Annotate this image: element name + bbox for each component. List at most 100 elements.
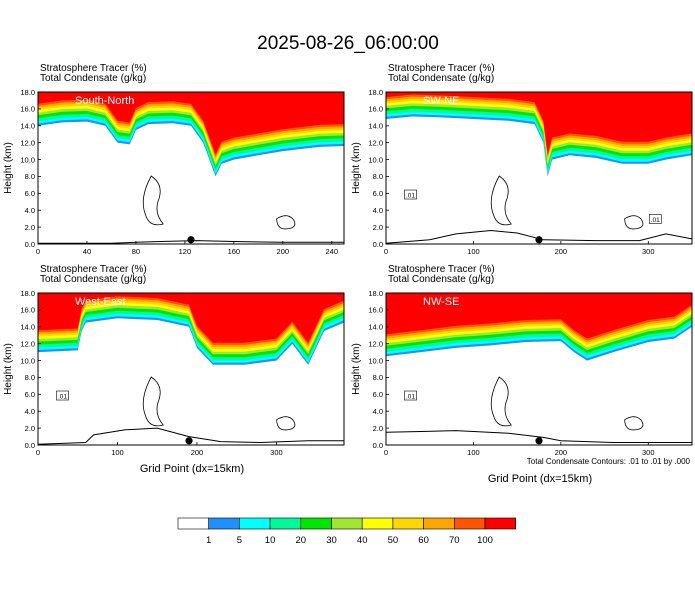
panel-sw-ne: .01 .01 SW-NE 0.0 2.0 4.0 6.0 8.0 10.0 12.0 14.0 16… [351,88,693,256]
condensate-contour [624,416,644,431]
contour-label: .01 [406,193,415,200]
condensate-contour [142,376,164,427]
colorbar-swatch [331,517,363,530]
panel-west-east: .01 West-East 0.0 2.0 4.0 6.0 8.0 10.0 12.0 14.0 1… [3,289,345,457]
y-tick-label: 10.0 [368,356,383,365]
panel-name: South-North [75,95,134,107]
tracer-band-100 [38,92,344,155]
y-tick-label: 4.0 [373,407,383,416]
x-tick-label: 100 [111,448,124,457]
y-tick-label: 0.0 [25,240,35,249]
tracer-band-100 [386,92,692,155]
y-tick-label: 14.0 [20,323,35,332]
x-tick-label: 0 [36,247,40,256]
y-tick-label: 12.0 [368,138,383,147]
panel-header-line1: Stratosphere Tracer (%) [388,264,495,275]
y-tick-label: 0.0 [25,441,35,450]
contour-label: .01 [651,217,660,224]
x-tick-label: 300 [642,448,655,457]
x-tick-label: 0 [384,247,388,256]
x-tick-label: 200 [555,448,568,457]
y-tick-label: 18.0 [20,88,35,97]
location-marker [185,437,193,445]
y-tick-label: 16.0 [20,105,35,114]
colorbar-swatch [269,517,302,530]
colorbar-label: 10 [265,535,276,546]
x-tick-label: 160 [228,247,241,256]
panel-header-line2: Total Condensate (g/kg) [40,274,146,285]
y-tick-label: 14.0 [368,122,383,131]
y-tick-label: 16.0 [368,306,383,315]
panel-header-line2: Total Condensate (g/kg) [388,274,494,285]
x-axis-label-right: Grid Point (dx=15km) [488,473,592,485]
colorbar: 1 5 10 20 30 40 50 60 70 100 [177,517,517,546]
y-tick-label: 6.0 [373,390,383,399]
y-tick-label: 12.0 [20,339,35,348]
y-tick-label: 6.0 [25,390,35,399]
y-tick-label: 18.0 [20,289,35,298]
panel-header-line2: Total Condensate (g/kg) [388,73,494,84]
plot-frame [385,91,693,245]
location-marker [535,236,543,244]
colorbar-swatch [423,517,455,530]
x-tick-label: 100 [467,247,480,256]
y-tick-label: 8.0 [25,373,35,382]
location-marker [187,236,195,244]
terrain-line [38,427,344,445]
panel-header-line1: Stratosphere Tracer (%) [388,63,495,74]
plot-frame [385,292,693,446]
panel-name: West-East [75,296,126,308]
colorbar-label: 5 [237,535,242,546]
y-tick-label: 8.0 [373,172,383,181]
panels-layer: South-North 0.0 2.0 4.0 6.0 8.0 10.0 12.0 14.0 16… [3,88,693,457]
y-tick-label: 10.0 [368,155,383,164]
colorbar-swatch [300,517,332,530]
y-tick-label: 0.0 [373,441,383,450]
y-tick-label: 14.0 [368,323,383,332]
colorbar-label: 20 [296,535,307,546]
y-tick-label: 4.0 [25,206,35,215]
colorbar-swatch [453,517,486,530]
condensate-contour [490,175,512,226]
contour-label-box [56,390,69,401]
figure-title: 2025-08-26_06:00:00 [257,33,439,54]
colorbar-swatch [361,517,394,530]
y-tick-label: 10.0 [20,155,35,164]
panel-south-north: South-North 0.0 2.0 4.0 6.0 8.0 10.0 12.0 14.0 16… [3,88,345,256]
colorbar-label: 40 [357,535,368,546]
contour-label: .01 [406,394,415,401]
condensate-contour [624,215,644,230]
y-tick-label: 16.0 [20,306,35,315]
panel-header-sw-ne: Stratosphere Tracer (%) Total Condensate… [388,63,495,84]
panel-header-line1: Stratosphere Tracer (%) [40,63,147,74]
y-tick-label: 16.0 [368,105,383,114]
x-tick-label: 80 [132,247,140,256]
condensate-contour [142,175,164,226]
plot-frame [37,91,345,245]
colorbar-swatch [239,517,271,530]
x-tick-label: 0 [36,448,40,457]
y-tick-label: 14.0 [20,122,35,131]
y-tick-label: 18.0 [368,88,383,97]
y-tick-label: 10.0 [20,356,35,365]
panel-header-line2: Total Condensate (g/kg) [40,73,146,84]
colorbar-label: 100 [477,535,493,546]
contour-label: .01 [58,394,67,401]
y-tick-label: 2.0 [25,424,35,433]
location-marker [535,437,543,445]
contour-note: Total Condensate Contours: .01 to .01 by… [527,457,691,466]
y-tick-label: 2.0 [373,223,383,232]
y-axis-label: Height (km) [351,142,362,194]
terrain-line [386,430,692,443]
contour-label-box [404,390,417,401]
y-axis-label: Height (km) [3,343,14,395]
panel-header-west-east: Stratosphere Tracer (%) Total Condensate… [40,264,147,285]
tracer-band-100 [38,293,344,343]
contour-label-box [404,189,417,200]
colorbar-label: 70 [449,535,460,546]
x-tick-label: 200 [555,247,568,256]
x-axis-label-left: Grid Point (dx=15km) [140,463,244,475]
x-tick-label: 300 [270,448,283,457]
colorbar-swatch [484,517,517,530]
